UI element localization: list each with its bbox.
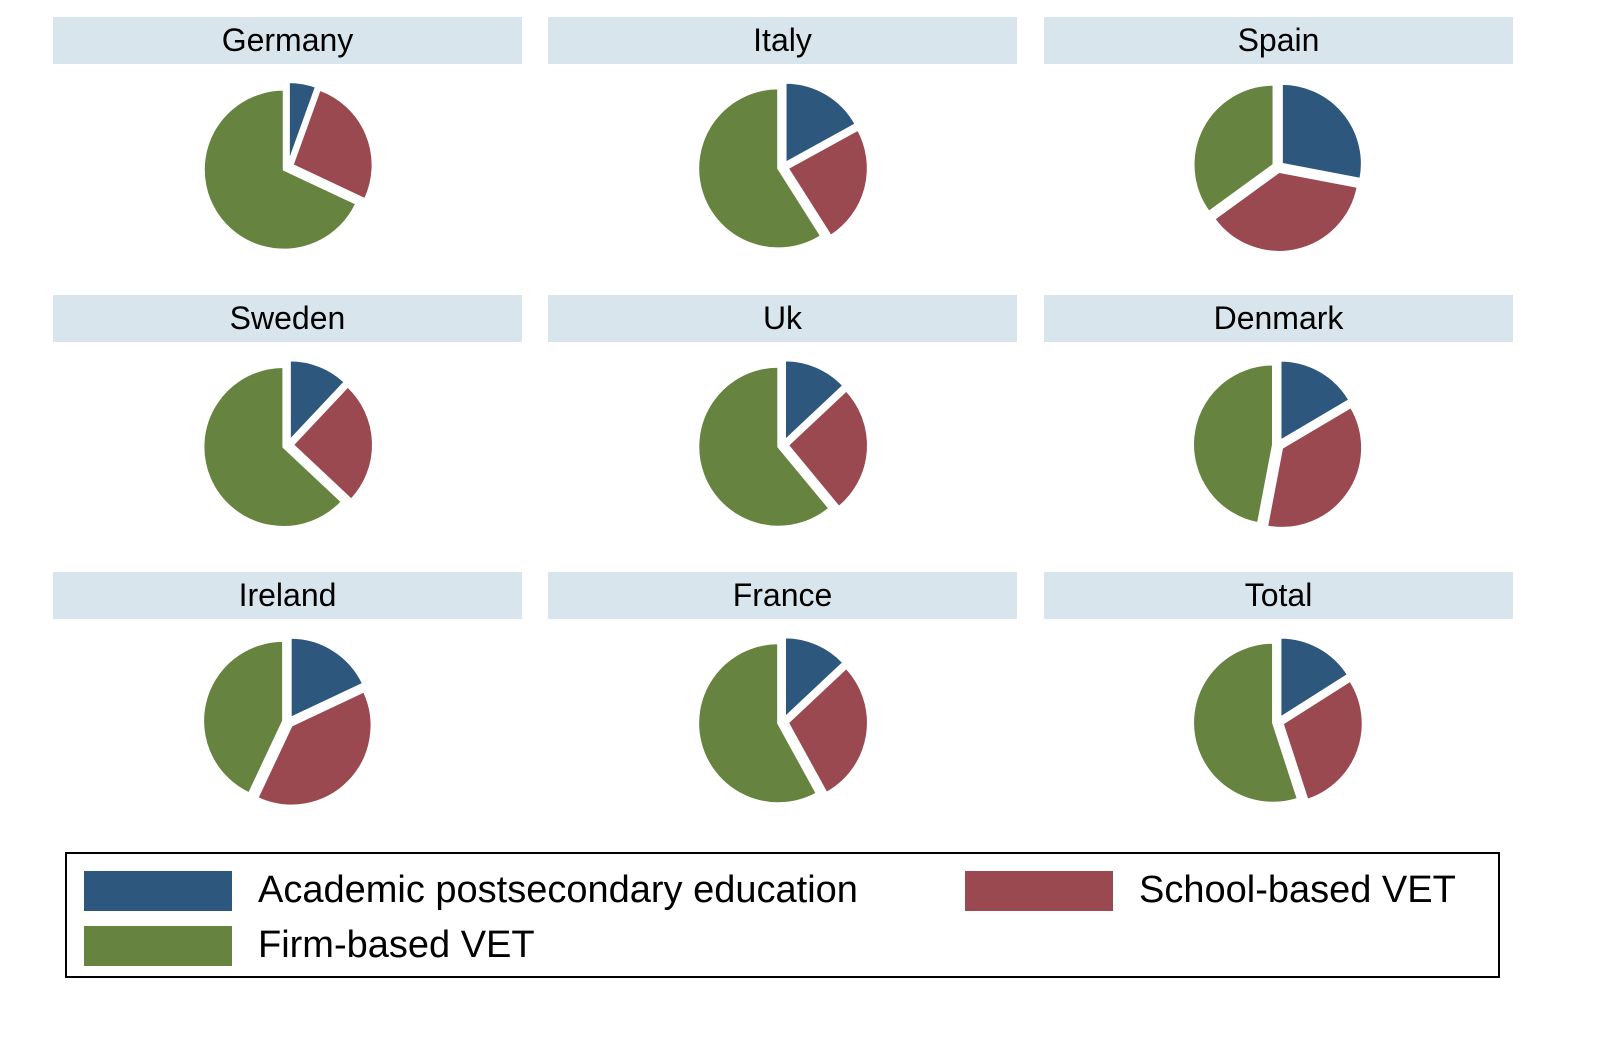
panel-strip <box>1044 17 1513 64</box>
pie-slice-total-firm-based-vet <box>1192 641 1300 804</box>
pie-slice-france-academic-postsecondary-education <box>783 636 845 720</box>
pie-slice-denmark-academic-postsecondary-education <box>1279 359 1351 443</box>
legend-swatch-academic <box>84 870 232 911</box>
pie-slice-sweden-school-based-vet <box>291 385 374 502</box>
panel-total: Total <box>1044 572 1513 804</box>
pie-slice-sweden-academic-postsecondary-education <box>288 359 347 443</box>
pie-slice-germany-firm-based-vet <box>202 88 358 251</box>
legend-swatch-firm-based <box>84 925 232 966</box>
panel-spain: Spain <box>1044 17 1513 253</box>
pie-slice-france-school-based-vet <box>786 666 869 795</box>
panel-title: Sweden <box>230 300 346 336</box>
panel-title: Uk <box>763 300 803 336</box>
pie-slice-total-academic-postsecondary-education <box>1279 636 1350 720</box>
panel-france: France <box>548 572 1017 805</box>
panel-title: Germany <box>222 22 354 58</box>
panel-ireland: Ireland <box>53 572 522 807</box>
panel-title: Spain <box>1238 22 1320 58</box>
pie-slice-total-school-based-vet <box>1281 679 1364 802</box>
panel-strip <box>1044 295 1513 342</box>
legend-item-school-based: School-based VET <box>965 869 1456 912</box>
pie-slice-france-firm-based-vet <box>697 642 819 805</box>
legend-label-school-based: School-based VET <box>1139 869 1456 911</box>
legend-swatch-school-based <box>965 870 1113 911</box>
panel-uk: Uk <box>548 295 1017 528</box>
pie-slice-germany-school-based-vet <box>291 88 374 201</box>
pie-slice-spain-school-based-vet <box>1212 170 1359 253</box>
pie-slice-ireland-firm-based-vet <box>202 639 285 795</box>
legend-item-academic: Academic postsecondary education <box>84 869 858 912</box>
pie-slice-ireland-school-based-vet <box>256 690 373 807</box>
panel-strip <box>53 572 522 619</box>
legend-label-firm-based: Firm-based VET <box>258 924 535 966</box>
panel-strip <box>53 295 522 342</box>
pie-slice-italy-firm-based-vet <box>697 87 823 250</box>
panel-sweden: Sweden <box>53 295 522 528</box>
panel-strip <box>548 572 1017 619</box>
pie-slice-germany-academic-postsecondary-education <box>287 81 318 163</box>
pie-slice-uk-firm-based-vet <box>697 365 831 528</box>
pie-slice-sweden-firm-based-vet <box>202 365 344 528</box>
panel-strip <box>548 295 1017 342</box>
legend-item-firm-based: Firm-based VET <box>84 924 535 967</box>
pie-chart-grid: Germany Italy Spain Sweden Uk Denmark Ireland F… <box>53 17 1513 807</box>
legend-label-academic: Academic postsecondary education <box>258 869 858 911</box>
pie-slice-denmark-firm-based-vet <box>1192 363 1275 525</box>
pie-slice-denmark-school-based-vet <box>1265 405 1364 529</box>
pie-slice-italy-school-based-vet <box>786 128 869 238</box>
pie-slice-uk-school-based-vet <box>786 389 869 509</box>
panel-title: Denmark <box>1214 300 1345 336</box>
panel-title: Italy <box>753 22 812 58</box>
pie-slice-ireland-academic-postsecondary-education <box>289 636 365 720</box>
panel-denmark: Denmark <box>1044 295 1513 529</box>
pie-slice-spain-firm-based-vet <box>1192 83 1275 214</box>
panel-strip <box>1044 572 1513 619</box>
pie-slice-uk-academic-postsecondary-education <box>783 359 845 443</box>
panel-title: Total <box>1245 577 1313 613</box>
panel-title: France <box>733 577 833 613</box>
pie-slice-italy-academic-postsecondary-education <box>784 81 858 165</box>
panel-strip <box>53 17 522 64</box>
panel-germany: Germany <box>53 17 522 251</box>
panel-title: Ireland <box>239 577 337 613</box>
panel-italy: Italy <box>548 17 1017 250</box>
legend: Academic postsecondary education School-… <box>65 852 1500 978</box>
pie-slice-spain-academic-postsecondary-education <box>1280 82 1363 180</box>
panel-strip <box>548 17 1017 64</box>
